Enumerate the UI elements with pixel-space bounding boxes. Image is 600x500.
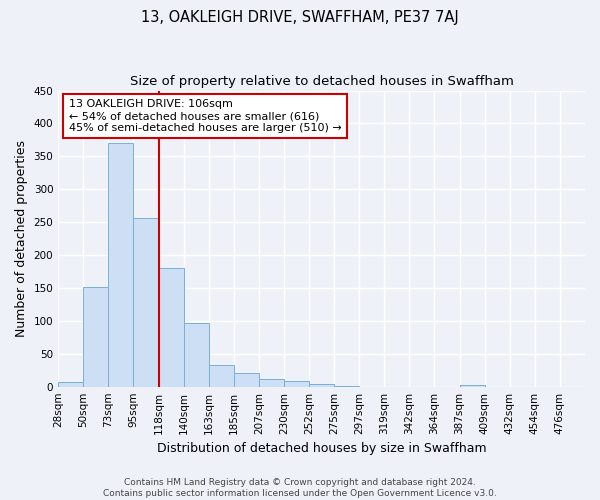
Bar <box>83 288 109 386</box>
Bar <box>184 323 209 386</box>
Bar <box>133 218 158 386</box>
Bar <box>58 382 83 386</box>
Text: 13 OAKLEIGH DRIVE: 106sqm
← 54% of detached houses are smaller (616)
45% of semi: 13 OAKLEIGH DRIVE: 106sqm ← 54% of detac… <box>69 100 341 132</box>
Text: Contains HM Land Registry data © Crown copyright and database right 2024.
Contai: Contains HM Land Registry data © Crown c… <box>103 478 497 498</box>
Text: 13, OAKLEIGH DRIVE, SWAFFHAM, PE37 7AJ: 13, OAKLEIGH DRIVE, SWAFFHAM, PE37 7AJ <box>141 10 459 25</box>
Bar <box>209 365 234 386</box>
Bar <box>234 373 259 386</box>
Y-axis label: Number of detached properties: Number of detached properties <box>15 140 28 337</box>
Bar <box>259 379 284 386</box>
Bar <box>158 268 184 386</box>
Title: Size of property relative to detached houses in Swaffham: Size of property relative to detached ho… <box>130 75 514 88</box>
Bar <box>284 381 309 386</box>
X-axis label: Distribution of detached houses by size in Swaffham: Distribution of detached houses by size … <box>157 442 487 455</box>
Bar <box>309 384 334 386</box>
Bar <box>109 142 133 386</box>
